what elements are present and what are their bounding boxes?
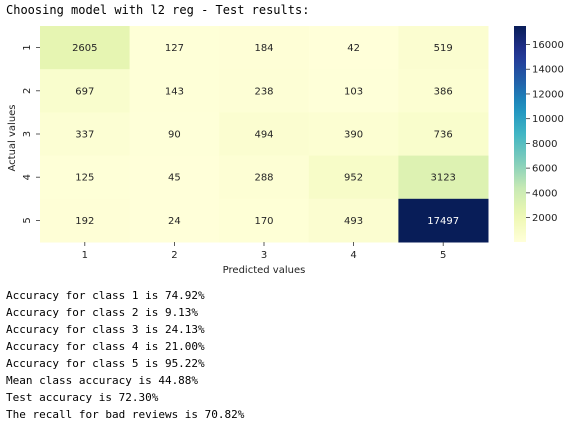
heatmap-cell [219,198,310,243]
colorbar-tick-label: 8000 [532,139,557,150]
x-tick-label: 5 [440,250,446,261]
heatmap-cell [398,26,489,70]
colorbar-tick-label: 12000 [532,89,564,100]
heatmap-cell [219,112,310,157]
cell-value-label: 3123 [430,173,455,184]
x-tick-label: 4 [350,250,356,261]
heatmap-cell [308,26,399,70]
heatmap-cell [219,69,310,113]
cell-value-label: 24 [168,216,181,227]
colorbar-tick-label: 10000 [532,114,564,125]
y-tick-label: 1 [22,44,33,50]
cell-value-label: 952 [344,173,363,184]
cell-value-label: 90 [168,130,181,141]
x-axis-label: Predicted values [223,265,306,276]
heatmap-cell [219,155,310,200]
colorbar-tick-label: 6000 [532,164,557,175]
output-line: Accuracy for class 2 is 9.13% [6,306,199,319]
cell-value-label: 127 [165,43,184,54]
cell-value-label: 238 [254,86,273,97]
cell-value-label: 494 [254,130,273,141]
heatmap-cell [308,155,399,200]
cell-value-label: 493 [344,216,363,227]
heatmap-cell [219,26,310,70]
y-tick-label: 2 [22,88,33,94]
y-axis-label: Actual values [7,104,18,171]
heatmap-cell [398,198,489,243]
output-line: Test accuracy is 72.30% [6,391,159,404]
cell-output-title: Choosing model with l2 reg - Test result… [6,3,310,17]
cell-value-label: 519 [434,43,453,54]
cell-value-label: 143 [165,86,184,97]
output-line: The recall for bad reviews is 70.82% [6,408,245,421]
heatmap-cell [129,198,220,243]
output-line: Accuracy for class 5 is 95.22% [6,357,205,370]
output-line: Accuracy for class 1 is 74.92% [6,289,205,302]
heatmap-cell [40,26,131,70]
heatmap-cell [398,112,489,157]
colorbar [514,26,526,242]
cell-value-label: 125 [75,173,94,184]
cell-value-label: 2605 [72,43,97,54]
heatmap-cell [398,155,489,200]
cell-value-label: 184 [254,43,273,54]
output-line: Accuracy for class 3 is 24.13% [6,323,205,336]
x-tick-label: 3 [261,250,267,261]
colorbar-tick-label: 14000 [532,65,564,76]
cell-value-label: 390 [344,130,363,141]
heatmap-cell [308,198,399,243]
heatmap-cells: 2605 127 184 42 519 697 143 238 103 386 337 90 494 39… [40,26,489,243]
cell-value-label: 170 [254,216,273,227]
x-tick-label: 2 [171,250,177,261]
cell-value-label: 17497 [427,216,459,227]
x-axis-ticks: 1 2 3 4 5 [82,242,446,261]
heatmap-cell [129,112,220,157]
output-line: Mean class accuracy is 44.88% [6,374,199,387]
y-tick-label: 5 [22,217,33,223]
cell-value-label: 288 [254,173,273,184]
accuracy-output: Accuracy for class 1 is 74.92% Accuracy … [6,287,244,423]
heatmap-cell [129,155,220,200]
colorbar-tick-label: 2000 [532,213,557,224]
cell-value-label: 42 [347,43,360,54]
cell-value-label: 736 [434,130,453,141]
heatmap-cell [308,69,399,113]
heatmap-cell [398,69,489,113]
heatmap-cell [40,112,131,157]
heatmap-cell [40,198,131,243]
heatmap-cell [129,26,220,70]
cell-value-label: 337 [75,130,94,141]
heatmap-cell [129,69,220,113]
colorbar-ticks: 2000 4000 6000 8000 10000 12000 14000 16000 [526,40,564,224]
cell-value-label: 386 [434,86,453,97]
heatmap-cell [40,69,131,113]
cell-value-label: 192 [75,216,94,227]
colorbar-tick-label: 4000 [532,188,557,199]
heatmap-cell [40,155,131,200]
cell-value-label: 45 [168,173,181,184]
y-tick-label: 4 [22,174,33,180]
output-line: Accuracy for class 4 is 21.00% [6,340,205,353]
y-tick-label: 3 [22,131,33,137]
y-axis-ticks: 1 2 3 4 5 [22,44,40,224]
heatmap-cell [308,112,399,157]
cell-value-label: 103 [344,86,363,97]
colorbar-tick-label: 16000 [532,40,564,51]
cell-value-label: 697 [75,86,94,97]
x-tick-label: 1 [82,250,88,261]
